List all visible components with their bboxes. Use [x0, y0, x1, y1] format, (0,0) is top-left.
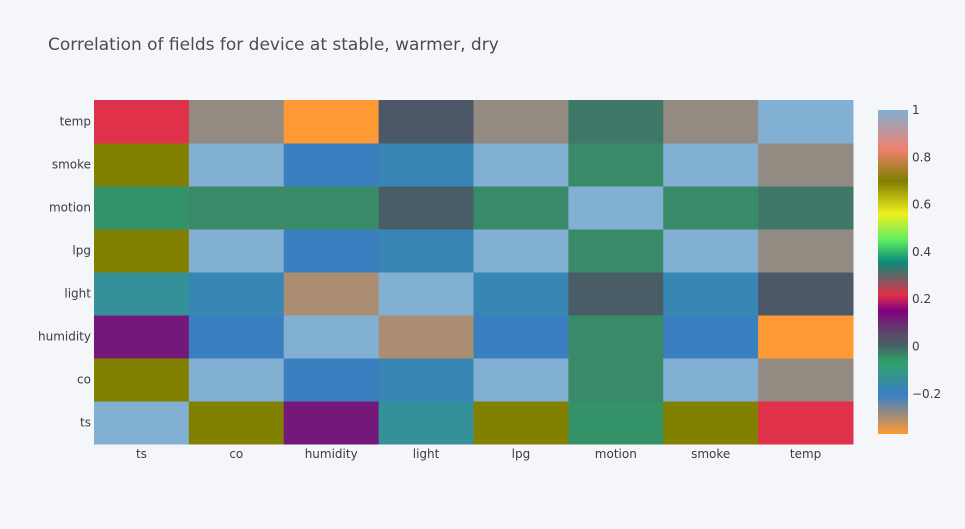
- heatmap-cell-smoke-co: [188, 143, 285, 187]
- heatmap-cell-lpg-lpg: [473, 229, 569, 273]
- x-tick-label: co: [229, 447, 243, 461]
- heatmap-cell-smoke-lpg: [473, 143, 569, 187]
- colorbar-tick-label: 0.2: [912, 292, 931, 306]
- heatmap-cell-smoke-humidity: [283, 143, 380, 187]
- heatmap-cell-lpg-humidity: [283, 229, 380, 273]
- x-tick-label: humidity: [305, 447, 358, 461]
- y-tick-label: smoke: [52, 158, 91, 172]
- heatmap-cell-co-smoke: [663, 358, 759, 402]
- heatmap-cell-co-lpg: [473, 358, 569, 402]
- colorbar-tick-label: 0.6: [912, 198, 931, 212]
- heatmap-cell-co-humidity: [283, 358, 380, 402]
- heatmap-cell-co-ts: [94, 358, 190, 402]
- heatmap-cell-motion-light: [378, 186, 474, 230]
- heatmap-cell-lpg-ts: [94, 229, 190, 273]
- heatmap-cell-lpg-temp: [758, 229, 854, 273]
- y-tick-label: ts: [80, 416, 91, 430]
- heatmap-cell-smoke-motion: [568, 143, 664, 187]
- colorbar-tick-label: −0.2: [912, 387, 941, 401]
- heatmap-cell-light-light: [378, 272, 474, 316]
- heatmap-cell-co-temp: [758, 358, 854, 402]
- y-tick-label: lpg: [72, 244, 91, 258]
- heatmap-cell-light-smoke: [663, 272, 759, 316]
- heatmap-cell-motion-co: [188, 186, 285, 230]
- x-axis-ticks: ts co humidity light lpg motion smoke temp: [136, 447, 821, 461]
- heatmap-cell-motion-humidity: [283, 186, 380, 230]
- heatmap-cell-motion-motion: [568, 186, 664, 230]
- heatmap-cell-smoke-light: [378, 143, 474, 187]
- heatmap-cell-ts-temp: [758, 401, 854, 445]
- colorbar-ticks: 1 0.8 0.6 0.4 0.2 0 −0.2: [912, 103, 941, 401]
- heatmap-cell-temp-ts: [94, 100, 190, 144]
- y-tick-label: temp: [60, 115, 91, 129]
- heatmap-cell-temp-light: [378, 100, 474, 144]
- chart-title: Correlation of fields for device at stab…: [48, 35, 499, 55]
- heatmap-cell-co-co: [188, 358, 285, 402]
- y-axis-ticks: ts co humidity light lpg motion smoke temp: [38, 115, 91, 430]
- heatmap-cell-co-motion: [568, 358, 664, 402]
- heatmap-cell-ts-ts: [94, 401, 190, 445]
- heatmap-cells: [94, 100, 854, 445]
- heatmap-cell-temp-humidity: [283, 100, 380, 144]
- heatmap-cell-light-motion: [568, 272, 664, 316]
- y-tick-label: light: [64, 287, 91, 301]
- heatmap-cell-lpg-motion: [568, 229, 664, 273]
- heatmap-cell-light-humidity: [283, 272, 380, 316]
- heatmap-cell-light-lpg: [473, 272, 569, 316]
- colorbar-tick-label: 0: [912, 339, 920, 353]
- heatmap-cell-ts-smoke: [663, 401, 759, 445]
- colorbar: [878, 110, 908, 434]
- heatmap-cell-light-ts: [94, 272, 190, 316]
- heatmap-cell-co-light: [378, 358, 474, 402]
- heatmap-cell-motion-ts: [94, 186, 190, 230]
- colorbar-tick-label: 0.8: [912, 150, 931, 164]
- heatmap-cell-smoke-ts: [94, 143, 190, 187]
- heatmap-cell-ts-humidity: [283, 401, 380, 445]
- heatmap-cell-motion-temp: [758, 186, 854, 230]
- x-tick-label: lpg: [512, 447, 531, 461]
- heatmap-cell-lpg-co: [188, 229, 285, 273]
- heatmap-cell-humidity-light: [378, 315, 474, 359]
- heatmap-cell-temp-co: [188, 100, 285, 144]
- heatmap-cell-humidity-humidity: [283, 315, 380, 359]
- heatmap-cell-humidity-motion: [568, 315, 664, 359]
- heatmap-cell-ts-motion: [568, 401, 664, 445]
- heatmap-cell-light-temp: [758, 272, 854, 316]
- heatmap-cell-temp-lpg: [473, 100, 569, 144]
- x-tick-label: temp: [790, 447, 821, 461]
- x-tick-label: motion: [595, 447, 637, 461]
- heatmap-cell-temp-motion: [568, 100, 664, 144]
- heatmap-cell-lpg-smoke: [663, 229, 759, 273]
- heatmap-cell-humidity-smoke: [663, 315, 759, 359]
- x-tick-label: light: [413, 447, 440, 461]
- colorbar-tick-label: 0.4: [912, 245, 931, 259]
- heatmap-cell-temp-smoke: [663, 100, 759, 144]
- heatmap-cell-smoke-temp: [758, 143, 854, 187]
- heatmap-cell-humidity-ts: [94, 315, 190, 359]
- y-tick-label: humidity: [38, 330, 91, 344]
- x-tick-label: smoke: [691, 447, 730, 461]
- heatmap-cell-motion-lpg: [473, 186, 569, 230]
- y-tick-label: co: [77, 373, 91, 387]
- heatmap-cell-temp-temp: [758, 100, 854, 144]
- colorbar-gradient: [878, 110, 908, 434]
- colorbar-tick-label: 1: [912, 103, 920, 117]
- heatmap-cell-lpg-light: [378, 229, 474, 273]
- y-tick-label: motion: [49, 201, 91, 215]
- heatmap-cell-light-co: [188, 272, 285, 316]
- heatmap-cell-ts-lpg: [473, 401, 569, 445]
- heatmap-cell-humidity-co: [188, 315, 285, 359]
- heatmap-cell-ts-co: [188, 401, 285, 445]
- heatmap-cell-motion-smoke: [663, 186, 759, 230]
- x-tick-label: ts: [136, 447, 147, 461]
- heatmap-cell-humidity-temp: [758, 315, 854, 359]
- heatmap-cell-ts-light: [378, 401, 474, 445]
- heatmap-cell-smoke-smoke: [663, 143, 759, 187]
- heatmap-cell-humidity-lpg: [473, 315, 569, 359]
